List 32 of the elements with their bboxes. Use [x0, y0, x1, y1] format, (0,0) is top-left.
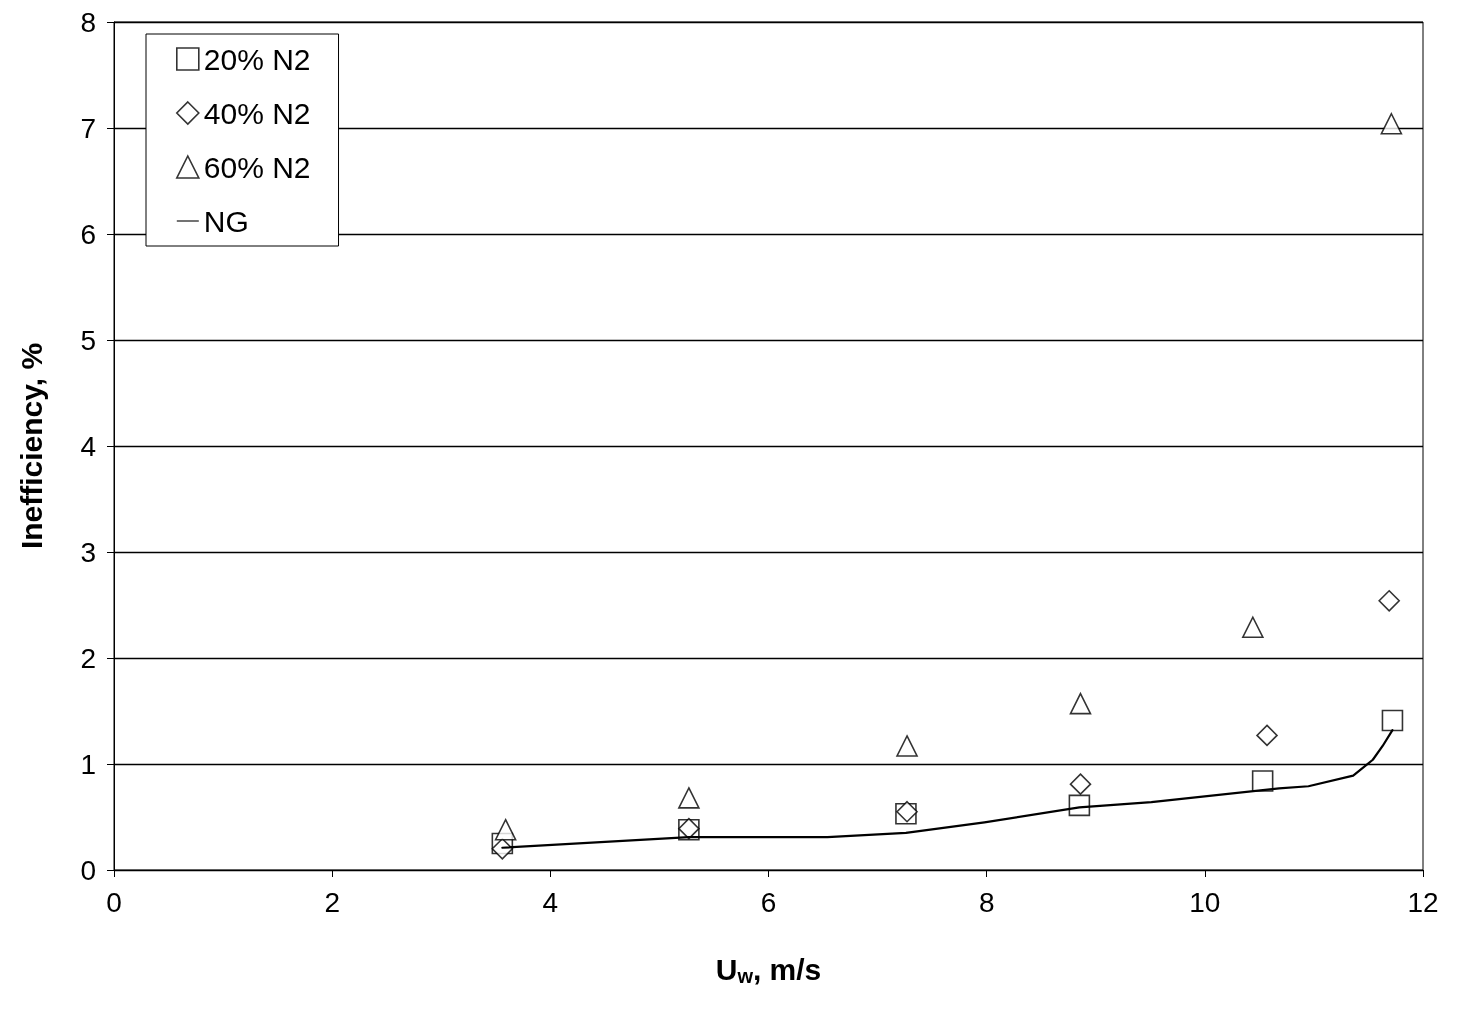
point: [1378, 589, 1400, 612]
y-tick-label: 3: [80, 536, 96, 568]
y-tick-label: 2: [80, 642, 96, 674]
y-tick-label: 8: [80, 6, 96, 38]
point: [1251, 770, 1274, 792]
y-tick-label: 5: [80, 324, 96, 356]
y-axis-title: Inefficiency, %: [14, 342, 48, 550]
point: [1381, 709, 1404, 732]
legend-label: 20% N2: [203, 42, 311, 76]
y-tick-label: 4: [80, 430, 96, 462]
y-tick-label: 1: [80, 748, 96, 780]
legend-label: 60% N2: [203, 150, 311, 184]
point: [494, 818, 517, 841]
x-tick-label: 6: [760, 886, 777, 918]
x-tick-label: 8: [978, 886, 995, 918]
legend-label: NG: [203, 204, 249, 238]
point: [1242, 616, 1264, 639]
y-tick-label: 0: [80, 854, 96, 886]
y-tick-label: 7: [80, 112, 96, 144]
point: [1256, 724, 1278, 747]
point: [678, 787, 700, 809]
point: [1069, 773, 1092, 795]
x-tick-label: 0: [106, 886, 122, 918]
x-tick-label: 2: [324, 886, 340, 918]
point: [896, 735, 918, 757]
x-tick-label: 10: [1189, 886, 1221, 918]
legend-label: 40% N2: [203, 96, 311, 130]
x-tick-label: 4: [542, 886, 559, 918]
x-tick-label: 12: [1407, 886, 1439, 918]
point: [1069, 692, 1092, 715]
y-tick-label: 6: [80, 218, 96, 250]
point: [1380, 112, 1403, 135]
